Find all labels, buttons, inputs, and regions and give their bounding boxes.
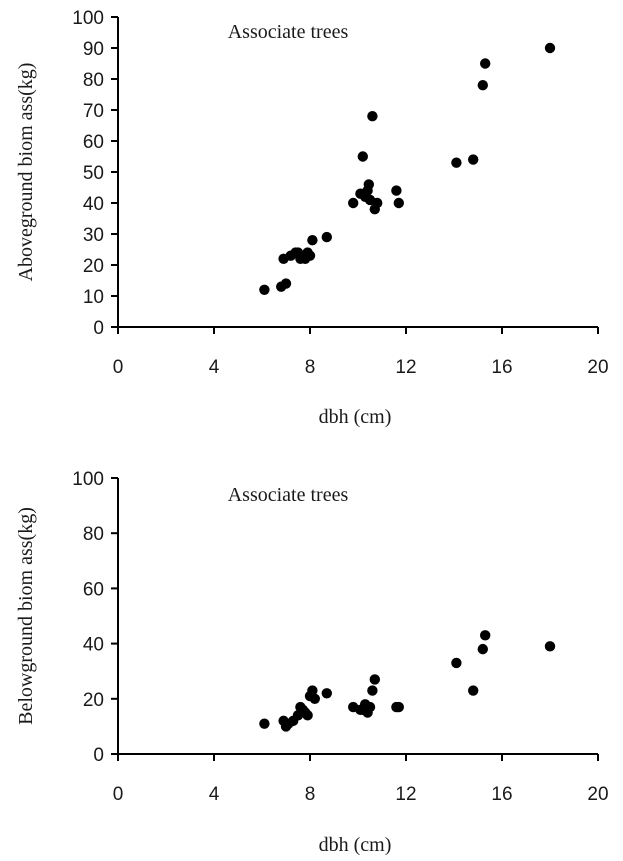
data-point [259, 718, 270, 729]
data-point [280, 278, 292, 289]
x-tick-label: 8 [305, 357, 316, 378]
y-tick-label: 40 [83, 635, 104, 656]
x-tick-label: 8 [305, 784, 316, 805]
data-point [468, 685, 479, 696]
data-point [367, 685, 378, 696]
data-point [321, 231, 332, 243]
data-point [348, 197, 359, 209]
chart-title: Associate trees [228, 484, 349, 506]
data-point [307, 685, 318, 696]
x-tick-label: 12 [395, 784, 416, 805]
data-point [321, 688, 332, 699]
data-point [477, 80, 488, 91]
data-point [307, 235, 318, 246]
x-tick-label: 20 [587, 357, 608, 378]
y-tick-label: 40 [83, 194, 104, 215]
data-point [480, 58, 491, 69]
y-tick-label: 70 [83, 101, 104, 122]
x-tick-label: 16 [491, 784, 512, 805]
data-point [259, 284, 270, 295]
x-tick-label: 16 [491, 357, 512, 378]
x-tick-label: 0 [113, 784, 124, 805]
y-tick-label: 60 [83, 579, 104, 600]
chart-title: Associate trees [228, 21, 349, 43]
data-point [367, 111, 378, 122]
y-tick-label: 100 [72, 8, 104, 29]
x-tick-label: 4 [209, 357, 220, 378]
data-point [391, 185, 402, 196]
data-point [468, 154, 479, 165]
data-point [393, 197, 404, 209]
y-tick-label: 10 [83, 287, 104, 308]
x-tick-label: 20 [587, 784, 608, 805]
y-tick-label: 20 [83, 690, 104, 711]
y-tick-label: 100 [72, 469, 104, 490]
data-point [309, 693, 320, 704]
y-axis-label: Belowground biom ass(kg) [15, 507, 37, 725]
y-tick-label: 20 [83, 256, 104, 277]
data-point [544, 641, 556, 652]
chart-panel-top: 0 10 20 30 40 50 60 70 80 90 100 0 4 8 12 16 20 Associate… [15, 8, 609, 428]
data-point [477, 643, 488, 655]
data-point [357, 151, 368, 162]
data-point [364, 701, 376, 713]
data-point [304, 250, 316, 261]
y-tick-label: 90 [83, 39, 104, 60]
x-tick-label: 12 [395, 357, 416, 378]
y-tick-label: 0 [93, 745, 104, 766]
y-axis-label: Aboveground biom ass(kg) [15, 63, 37, 282]
data-point [302, 710, 313, 721]
chart-panel-bottom: 0 20 40 60 80 100 0 4 8 12 16 20 Associate trees dbh … [15, 469, 609, 856]
y-tick-label: 60 [83, 132, 104, 153]
data-point [480, 630, 491, 641]
y-tick-label: 80 [83, 70, 104, 91]
data-point [544, 42, 556, 54]
data-point [363, 179, 374, 190]
data-point [372, 197, 383, 209]
data-point [369, 674, 380, 685]
y-tick-label: 80 [83, 524, 104, 545]
data-point [393, 701, 404, 713]
y-tick-label: 50 [83, 163, 104, 184]
y-tick-label: 30 [83, 225, 104, 246]
data-point [451, 657, 462, 669]
y-tick-label: 0 [93, 318, 104, 339]
x-axis-label: dbh (cm) [319, 834, 392, 856]
x-axis-label: dbh (cm) [319, 406, 392, 428]
x-tick-label: 4 [209, 784, 220, 805]
data-point [451, 157, 462, 168]
x-tick-label: 0 [113, 357, 124, 378]
